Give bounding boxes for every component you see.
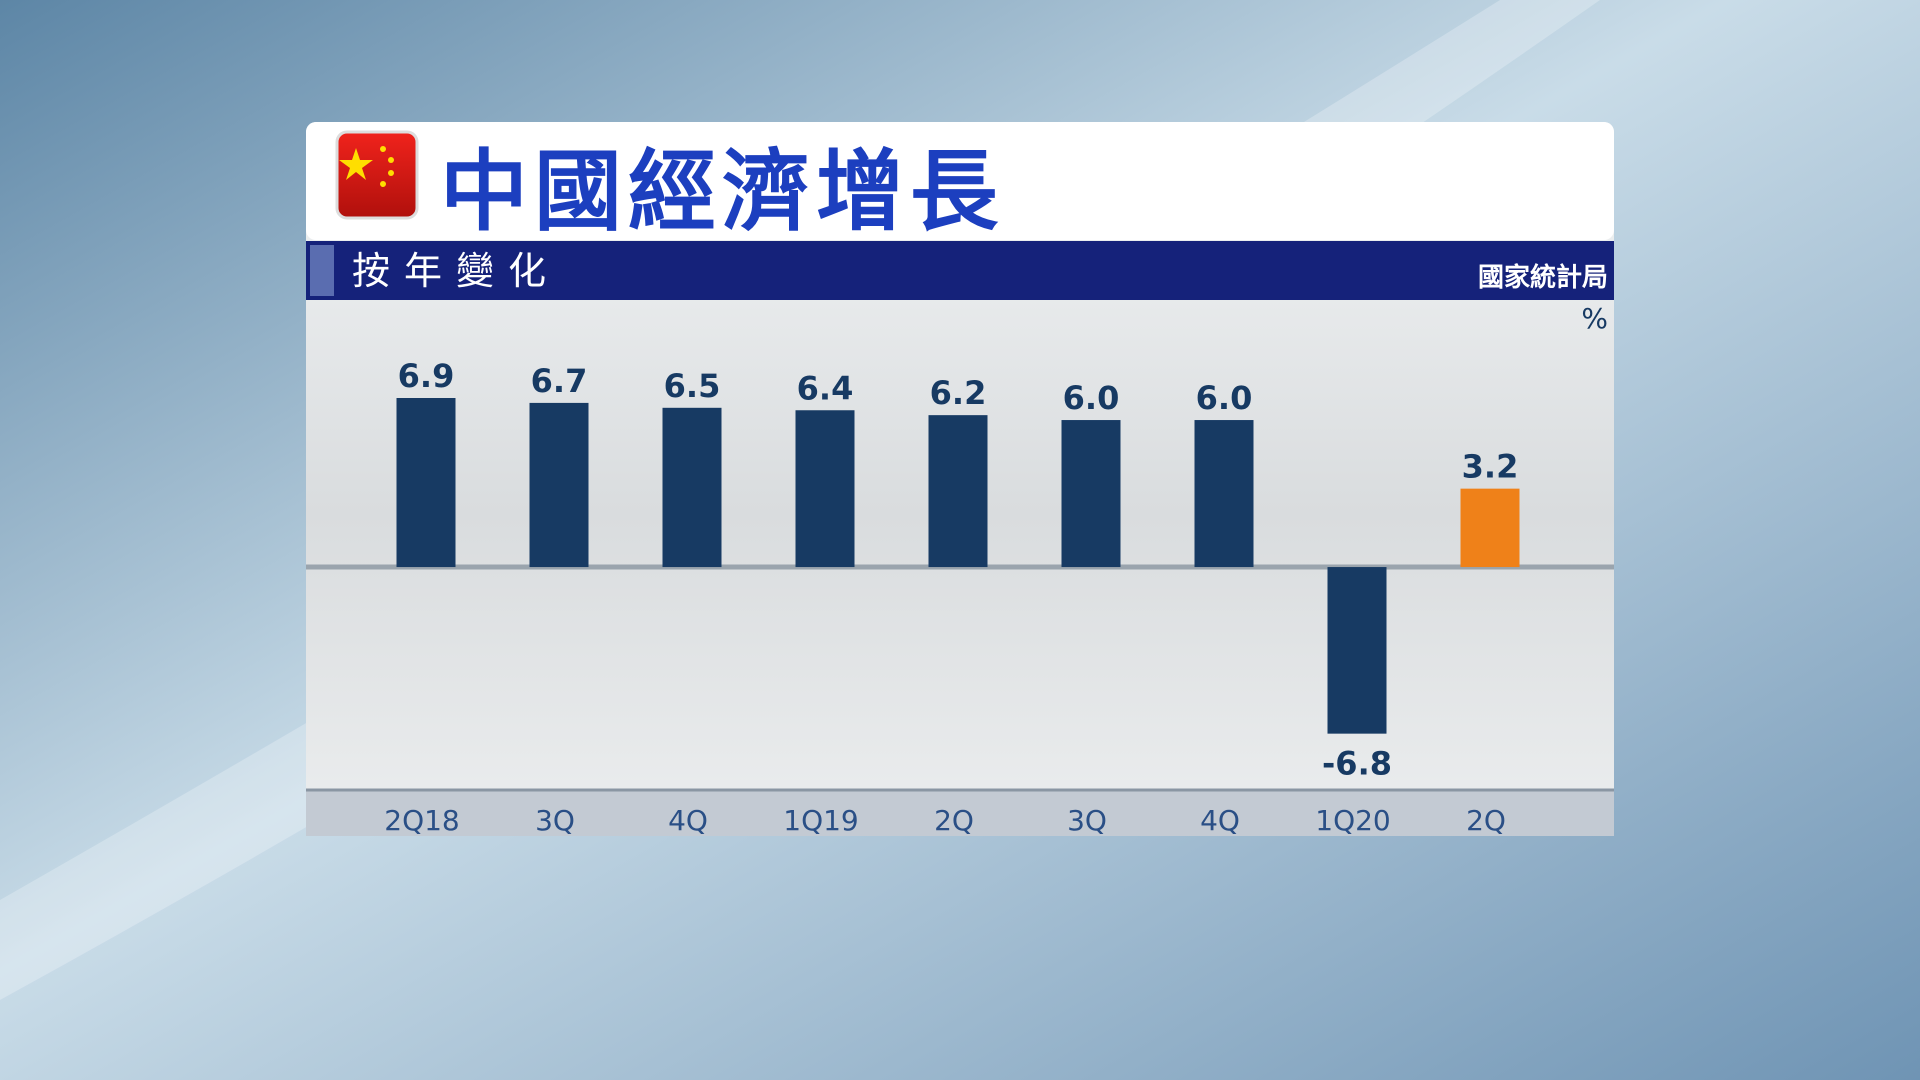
chart-title: 中國經濟增長 [440,140,1004,243]
bar [1194,420,1254,568]
bar [1061,420,1121,568]
value-label: 3.2 [1462,448,1519,486]
x-tick-label: 4Q [1200,804,1240,837]
bar [529,402,589,568]
x-tick-label: 3Q [535,804,575,837]
x-tick-label: 1Q20 [1315,804,1390,837]
value-label: 6.5 [664,367,721,405]
value-label: 6.4 [797,369,854,407]
bar [928,415,988,568]
subtitle-band [306,241,1614,300]
bar [1460,488,1520,568]
bar [396,398,456,568]
value-label: 6.7 [531,362,588,400]
x-tick-label: 2Q18 [384,804,459,837]
x-tick-label: 4Q [668,804,708,837]
flag-star [339,148,373,180]
source: 國家統計局 [1478,262,1608,293]
x-tick-label: 3Q [1067,804,1107,837]
x-tick-label: 1Q19 [783,804,858,837]
unit-label: % [1581,302,1608,335]
title-area [306,122,1614,240]
flag-star [388,157,394,163]
bar [1327,567,1387,734]
subtitle-accent [310,245,334,296]
chart-subtitle: 按年變化 [352,249,560,293]
flag-star [380,146,386,152]
axis-band [306,790,1614,836]
value-label: 6.0 [1063,379,1120,417]
value-label: 6.9 [398,357,455,395]
value-label: 6.0 [1196,379,1253,417]
x-tick-label: 2Q [1466,804,1506,837]
x-tick-label: 2Q [934,804,974,837]
value-label: -6.8 [1322,745,1392,783]
flag-star [380,181,386,187]
bar [662,407,722,568]
flag-star [388,170,394,176]
bar [795,410,855,568]
value-label: 6.2 [930,374,987,412]
